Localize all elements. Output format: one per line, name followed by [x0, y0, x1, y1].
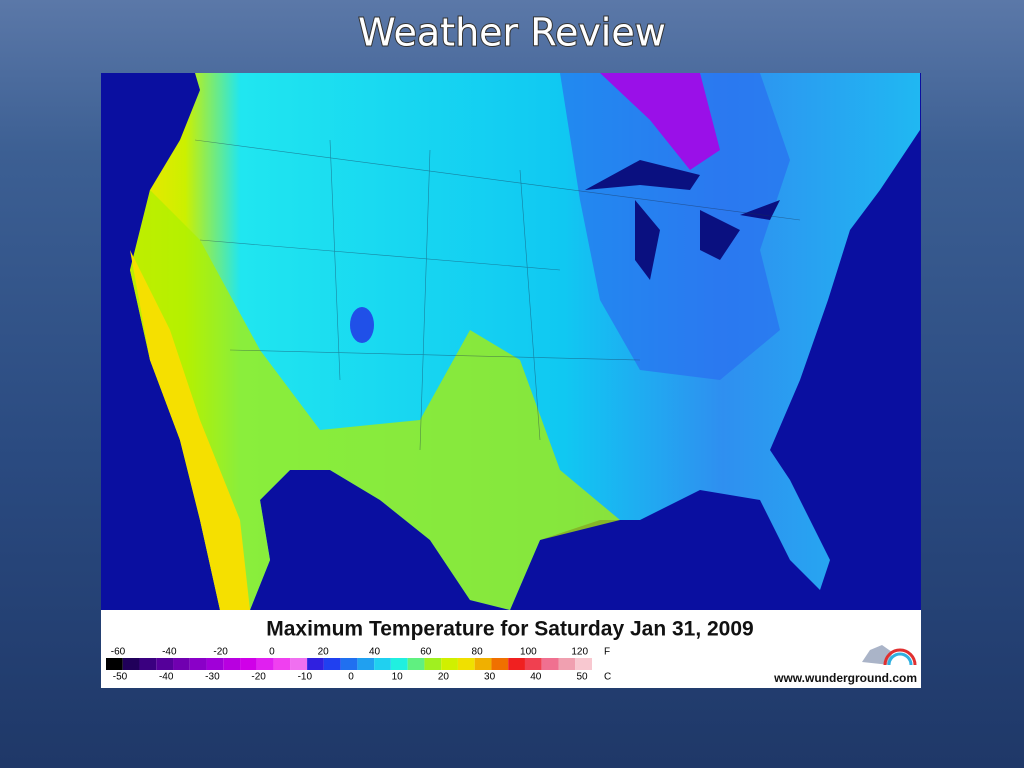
color-swatch	[307, 658, 324, 670]
color-swatch	[340, 658, 358, 670]
color-scale	[106, 658, 592, 670]
color-swatch	[575, 658, 592, 670]
color-swatch	[189, 658, 207, 670]
cold-spot	[350, 307, 374, 343]
color-swatch	[441, 658, 458, 670]
celsius-label: -50	[113, 672, 128, 683]
color-swatch	[508, 658, 525, 670]
color-swatch	[122, 658, 140, 670]
fahrenheit-labels: -60 -40 -20 0 20 40 60 80 100 120	[111, 647, 589, 658]
color-swatch	[256, 658, 274, 670]
celsius-label: -20	[251, 672, 266, 683]
celsius-label: 50	[576, 672, 588, 683]
celsius-labels: -50 -40 -30 -20 -10 0 10 20 30 40 50	[113, 672, 588, 683]
color-swatch	[374, 658, 391, 670]
very-cold-zone	[600, 73, 720, 170]
fahrenheit-label: 100	[520, 647, 537, 658]
logo-rainbow	[883, 648, 917, 666]
fahrenheit-label: 60	[420, 647, 432, 658]
celsius-label: -30	[205, 672, 220, 683]
color-swatch	[558, 658, 576, 670]
map-legend-panel	[101, 610, 921, 688]
fahrenheit-label: -20	[213, 647, 228, 658]
logo-rainbow-inner	[887, 652, 913, 666]
color-swatch	[357, 658, 375, 670]
color-swatch	[139, 658, 157, 670]
celsius-label: 40	[530, 672, 542, 683]
hot-zone	[130, 250, 250, 610]
celsius-label: -10	[298, 672, 313, 683]
fahrenheit-unit: F	[604, 647, 610, 658]
color-swatch	[173, 658, 190, 670]
color-swatch	[323, 658, 341, 670]
color-swatch	[290, 658, 308, 670]
color-swatch	[457, 658, 475, 670]
celsius-label: 0	[348, 672, 354, 683]
color-swatch	[240, 658, 257, 670]
color-swatch	[524, 658, 542, 670]
fahrenheit-label: 0	[269, 647, 275, 658]
slide-title: Weather Review	[358, 11, 666, 55]
fahrenheit-label: 40	[369, 647, 381, 658]
celsius-label: 30	[484, 672, 496, 683]
map-caption: Maximum Temperature for Saturday Jan 31,…	[266, 618, 753, 641]
color-swatch	[156, 658, 174, 670]
color-swatch	[106, 658, 123, 670]
color-swatch	[206, 658, 224, 670]
map-credit: www.wunderground.com	[773, 671, 917, 685]
fahrenheit-label: -60	[111, 647, 126, 658]
color-swatch	[273, 658, 291, 670]
color-swatch	[424, 658, 442, 670]
color-swatch	[491, 658, 509, 670]
fahrenheit-label: -40	[162, 647, 177, 658]
color-swatch	[390, 658, 408, 670]
color-swatch	[541, 658, 559, 670]
warm-zone	[130, 190, 620, 610]
fahrenheit-label: 120	[571, 647, 588, 658]
celsius-unit: C	[604, 672, 611, 683]
celsius-label: 10	[392, 672, 404, 683]
fahrenheit-label: 80	[472, 647, 484, 658]
color-swatch	[474, 658, 492, 670]
state-borders	[194, 139, 801, 451]
cold-zone	[560, 73, 790, 380]
map	[101, 73, 921, 610]
celsius-label: -40	[159, 672, 174, 683]
great-lakes	[585, 160, 780, 280]
celsius-label: 20	[438, 672, 450, 683]
fahrenheit-label: 20	[318, 647, 330, 658]
color-swatch	[223, 658, 241, 670]
color-swatch	[407, 658, 425, 670]
